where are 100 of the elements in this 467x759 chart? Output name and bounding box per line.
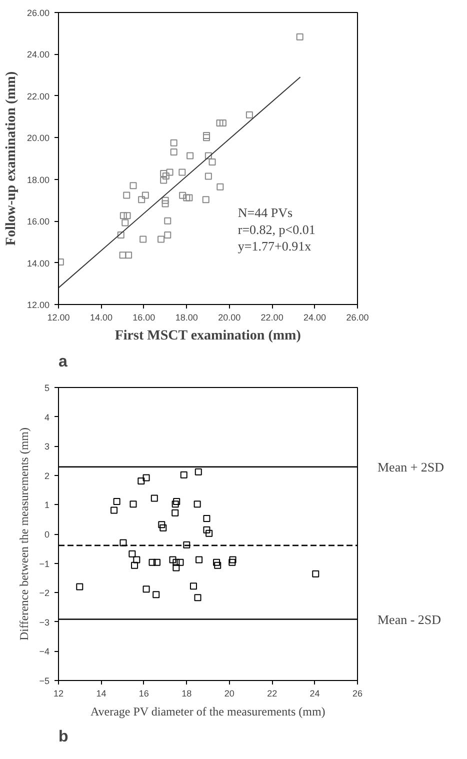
point [160,170,168,178]
point [183,541,190,548]
point [76,583,84,590]
point [172,500,179,508]
y-tick-label: 24.00 [26,50,50,60]
point [162,200,169,208]
point [166,168,174,176]
point [183,194,190,202]
point [190,582,197,590]
y-tick-label: −4 [39,646,50,657]
y-tick-label: 1 [44,500,50,510]
y-axis-title: Follow-up examination (mm) [4,71,19,246]
point [138,196,146,204]
x-tick-label: 18 [182,688,192,698]
point [172,564,180,572]
point [142,192,149,199]
point [160,524,167,532]
point [158,521,166,528]
point [120,539,127,546]
y-axis-title: Difference between the measurements (mm) [17,427,32,641]
point [203,526,210,534]
point [140,236,147,243]
x-tick-label: 24 [310,688,320,698]
y-tick-label: 22.00 [26,91,50,102]
point [131,562,138,569]
y-tick-label: −5 [39,676,50,686]
text: a [58,354,68,370]
point [110,506,118,514]
x-tick-label: 20 [224,688,234,698]
x-tick-label: 22 [267,688,278,698]
x-axis-title: Average PV diameter of the measurements (mm) [90,704,326,718]
point [122,219,129,226]
point [229,556,236,564]
point [160,176,168,184]
point [246,111,253,118]
point [142,474,150,482]
point [172,509,179,516]
y-tick-label: 16.00 [26,216,50,227]
x-axis-title: First MSCT examination (mm) [114,328,302,344]
point [206,530,213,537]
point [164,232,172,239]
point [296,33,304,40]
y-tick-label: 5 [44,383,50,393]
point [150,494,158,502]
point [216,120,224,127]
y-tick-label: 0 [44,530,50,540]
point [196,556,203,564]
point [123,192,130,199]
point [148,558,156,566]
point [130,500,137,508]
point [216,183,224,190]
y-tick-label: −3 [39,617,50,628]
point [219,120,226,127]
point [125,252,132,259]
point [194,468,202,476]
point [213,558,220,566]
point [158,236,165,243]
x-tick-label: 26.00 [346,312,369,322]
x-tick-label: 26 [352,688,363,698]
point [180,471,188,478]
x-tick-label: 12 [53,688,64,698]
point [202,196,210,204]
point [228,558,236,566]
point [172,558,180,566]
point [133,556,140,564]
point [178,168,186,176]
y-tick-label: 4 [44,412,50,422]
point [164,217,172,224]
point [312,570,320,578]
ref-line-label: Mean - 2SD [378,612,442,627]
point [173,498,180,505]
point [169,556,176,564]
ref-line-label: Mean + 2SD [378,459,444,474]
point [113,498,120,505]
point [138,477,145,484]
x-tick-label: 16 [138,688,149,698]
x-tick-label: 16.00 [132,312,156,322]
point [194,500,201,508]
point [142,586,150,593]
point [120,212,127,220]
y-tick-label: 12.00 [26,300,50,310]
point [130,182,137,190]
point [186,152,194,160]
point [204,172,212,180]
x-tick-label: 20.00 [218,312,241,322]
x-tick-label: 24.00 [304,312,326,322]
x-tick-label: 14 [96,688,106,698]
x-tick-label: 18.00 [175,312,198,322]
y-tick-label: 20.00 [26,133,50,144]
point [214,562,222,569]
point [152,591,160,598]
point [124,212,131,220]
point [204,152,212,160]
point [162,196,169,204]
y-tick-label: 3 [44,442,50,452]
y-tick-label: 14.00 [26,258,50,268]
x-tick-label: 22.00 [260,312,284,322]
point [176,558,184,566]
annotation: r=0.82, p<0.01 [238,222,316,237]
point [194,594,202,602]
